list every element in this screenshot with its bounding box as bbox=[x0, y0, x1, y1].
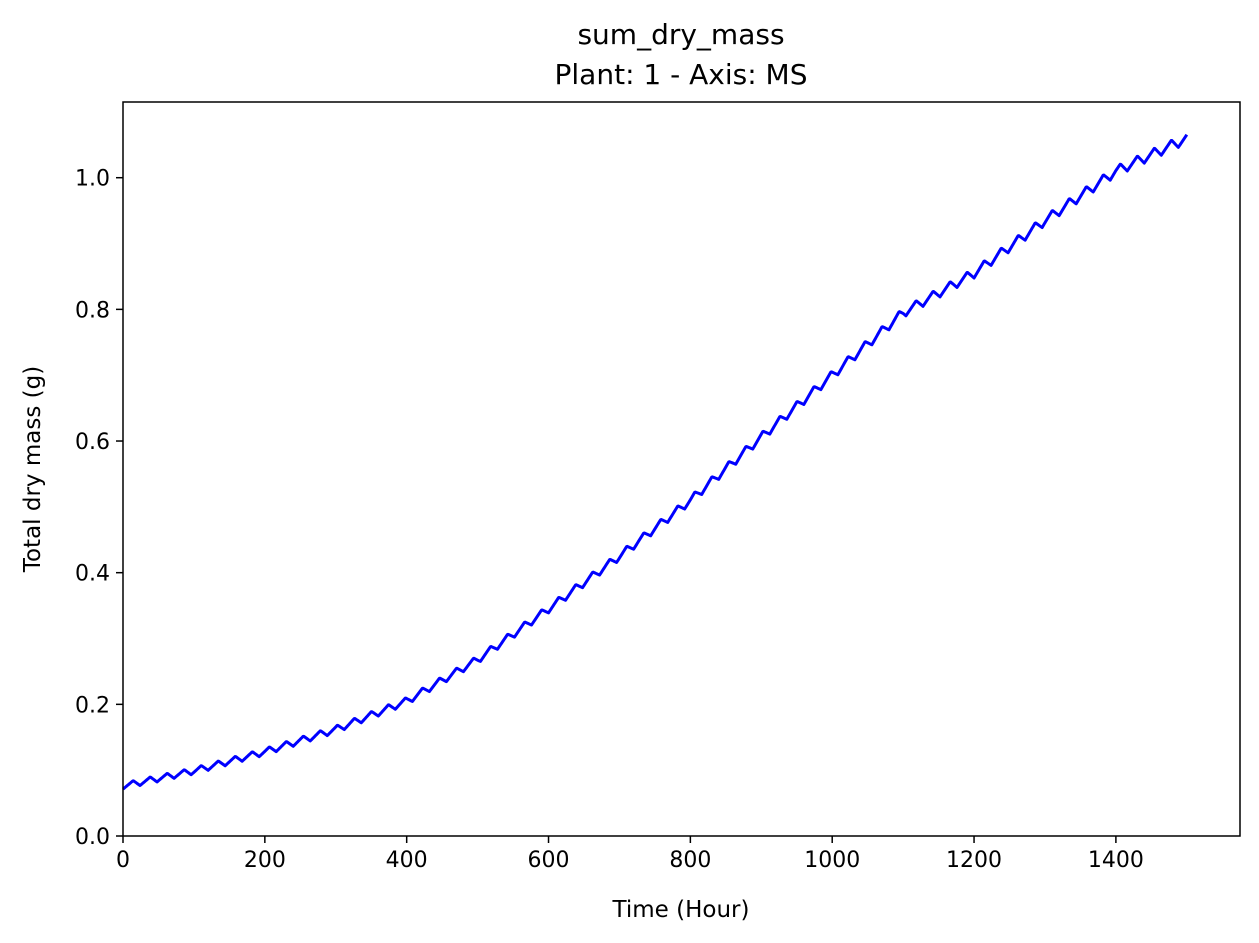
x-axis-label: Time (Hour) bbox=[612, 897, 750, 923]
x-tick-label: 1400 bbox=[1088, 848, 1144, 873]
plot-area bbox=[122, 101, 1241, 837]
chart-title: sum_dry_mass bbox=[577, 18, 784, 51]
chart-subtitle: Plant: 1 - Axis: MS bbox=[555, 58, 808, 91]
y-tick-label: 0.8 bbox=[75, 298, 110, 323]
y-axis: 0.0 0.2 0.4 0.6 0.8 1.0 bbox=[75, 167, 123, 850]
y-axis-label: Total dry mass (g) bbox=[20, 366, 46, 573]
x-tick-label: 200 bbox=[244, 848, 286, 873]
x-tick-label: 0 bbox=[116, 848, 130, 873]
y-tick-label: 0.6 bbox=[75, 430, 110, 455]
x-axis: 0 200 400 600 800 1000 1200 1400 bbox=[116, 836, 1144, 873]
x-tick-label: 1200 bbox=[946, 848, 1002, 873]
y-tick-label: 0.0 bbox=[75, 825, 110, 850]
y-tick-label: 0.4 bbox=[75, 562, 110, 587]
series-line bbox=[122, 133, 1189, 791]
plot-frame bbox=[122, 101, 1241, 837]
x-tick-label: 1000 bbox=[804, 848, 860, 873]
x-tick-label: 400 bbox=[386, 848, 428, 873]
x-tick-label: 600 bbox=[528, 848, 570, 873]
y-tick-label: 1.0 bbox=[75, 167, 110, 192]
x-tick-label: 800 bbox=[669, 848, 711, 873]
y-tick-label: 0.2 bbox=[75, 693, 110, 718]
